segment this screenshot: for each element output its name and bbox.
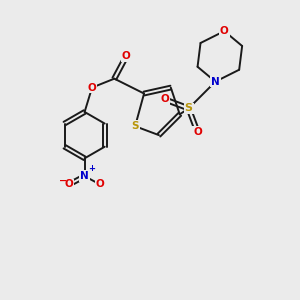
Text: N: N xyxy=(80,171,89,181)
Text: O: O xyxy=(193,127,202,137)
Text: +: + xyxy=(88,164,94,173)
Text: O: O xyxy=(220,26,229,36)
Text: O: O xyxy=(160,94,169,104)
Text: O: O xyxy=(88,82,96,93)
Text: O: O xyxy=(65,179,74,190)
Text: S: S xyxy=(131,121,139,131)
Text: −: − xyxy=(58,176,67,186)
Text: O: O xyxy=(122,51,130,62)
Text: N: N xyxy=(211,76,220,87)
Text: O: O xyxy=(96,179,104,190)
Text: S: S xyxy=(184,103,193,113)
